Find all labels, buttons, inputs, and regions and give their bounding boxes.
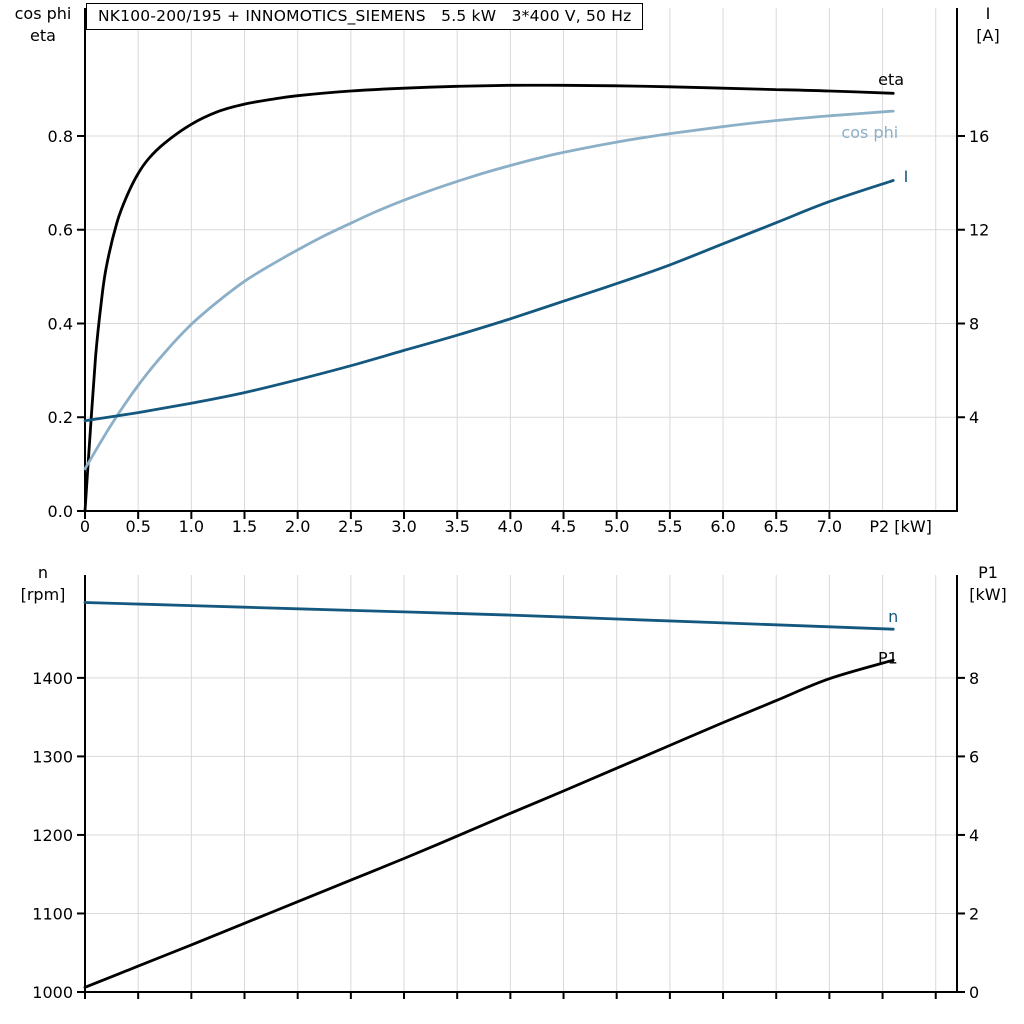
x-tick-label: 2.5 [338,517,363,536]
curve-label-speed: n [888,607,898,626]
right-tick-label: 2 [969,904,979,923]
chart-title: NK100-200/195 + INNOMOTICS_SIEMENS 5.5 k… [86,3,644,30]
axis-title-cos-phi: cos phi [14,4,72,23]
axis-title-eta: eta [30,26,56,45]
curve-label-eta: eta [878,70,904,89]
curve-input-power [83,658,895,989]
curve-speed [83,601,895,631]
x-tick-label: 1.5 [232,517,257,536]
x-tick-label: 5.5 [657,517,682,536]
curve-label-cos-phi: cos phi [841,123,898,142]
x-tick-label: 5.0 [604,517,629,536]
x-tick-label: 1.0 [179,517,204,536]
curve-current [83,179,895,423]
x-tick-label: 2.0 [285,517,310,536]
x-tick-label: 0 [80,517,90,536]
x-tick-label: 3.5 [444,517,469,536]
right-tick-label: 16 [969,127,989,146]
left-tick-label: 0.0 [48,502,73,521]
left-tick-label: 1400 [32,669,73,688]
x-tick-label: 0.5 [125,517,150,536]
curve-eta [83,83,895,513]
curve-label-input-power: P1 [878,648,898,667]
left-tick-label: 1300 [32,747,73,766]
right-tick-label: 4 [969,408,979,427]
right-tick-label: 12 [969,221,989,240]
x-tick-label: 4.0 [498,517,523,536]
left-tick-label: 1200 [32,826,73,845]
x-tick-label: 6.0 [710,517,735,536]
right-tick-label: 0 [969,983,979,1002]
right-tick-label: 4 [969,826,979,845]
top-left-axis-title: cos phi eta [4,3,82,47]
axis-title-p1: P1 [978,563,998,582]
axis-title-speed-unit: [rpm] [20,585,66,604]
bottom-right-axis-title: P1 [kW] [956,562,1020,606]
x-tick-label: 3.0 [391,517,416,536]
axis-title-current-unit: [A] [976,26,1000,45]
x-axis-unit-label: P2 [kW] [869,517,931,536]
right-tick-label: 6 [969,747,979,766]
left-tick-label: 0.4 [48,314,73,333]
curve-cos-phi [83,109,895,471]
left-tick-label: 1000 [32,983,73,1002]
axis-title-p1-unit: [kW] [969,585,1007,604]
left-tick-label: 0.6 [48,221,73,240]
axis-title-speed: n [37,563,49,582]
top-right-axis-title: I [A] [956,3,1020,47]
bottom-left-axis-title: n [rpm] [4,562,82,606]
left-tick-label: 1100 [32,904,73,923]
axis-title-current: I [985,4,991,23]
curve-label-current: I [904,167,909,186]
x-tick-label: 7.0 [817,517,842,536]
left-tick-label: 0.2 [48,408,73,427]
left-tick-label: 0.8 [48,127,73,146]
x-tick-label: 4.5 [551,517,576,536]
right-tick-label: 8 [969,669,979,688]
x-tick-label: 6.5 [763,517,788,536]
right-tick-label: 8 [969,314,979,333]
